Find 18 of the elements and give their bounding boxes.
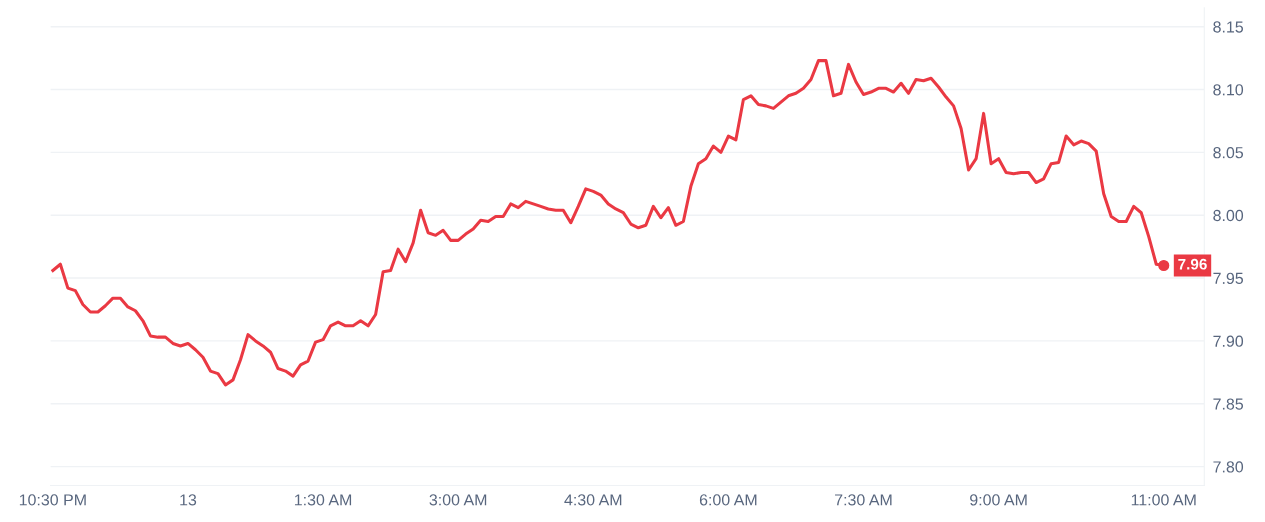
y-tick-label: 8.15 bbox=[1213, 21, 1244, 33]
y-tick-label: 7.95 bbox=[1213, 272, 1244, 285]
x-tick-label: 11:00 AM bbox=[1131, 494, 1196, 506]
annotation: 7.96 bbox=[1178, 258, 1207, 270]
x-tick-label: 3:00 AM bbox=[429, 494, 487, 506]
y-tick-label: 8.10 bbox=[1213, 84, 1244, 96]
x-tick-label: 6:00 AM bbox=[699, 494, 757, 506]
x-tick-label: 1:30 AM bbox=[294, 494, 352, 506]
x-tick-label: 7:30 AM bbox=[835, 494, 892, 506]
x-tick-label: 9:00 AM bbox=[970, 494, 1027, 506]
x-tick-label: 13 bbox=[180, 494, 197, 506]
y-tick-label: 7.85 bbox=[1213, 398, 1244, 410]
y-tick-label: 8.05 bbox=[1213, 147, 1244, 159]
y-tick-label: 8.00 bbox=[1213, 209, 1244, 222]
y-tick-label: 7.90 bbox=[1213, 335, 1244, 347]
y-tick-label: 7.80 bbox=[1213, 461, 1244, 473]
x-tick-label: 4:30 AM bbox=[564, 494, 622, 506]
x-tick-label: 10:30 PM bbox=[19, 494, 86, 506]
